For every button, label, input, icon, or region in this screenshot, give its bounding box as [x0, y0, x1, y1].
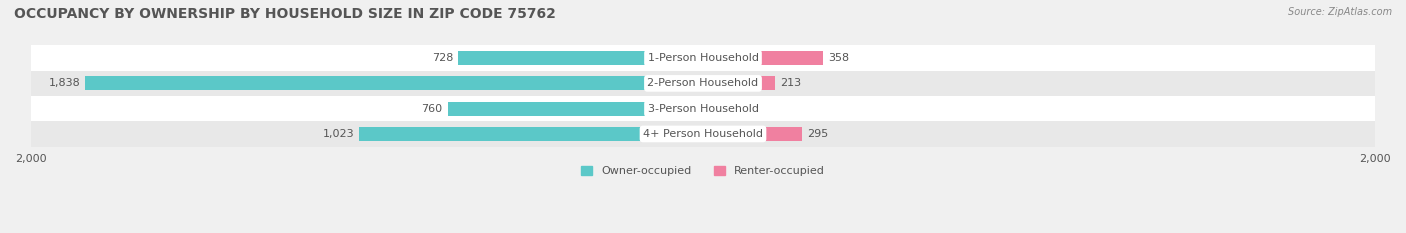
Bar	[703, 127, 803, 141]
Bar	[703, 102, 721, 116]
Bar	[31, 71, 1375, 96]
Text: 1-Person Household: 1-Person Household	[648, 53, 758, 63]
Bar	[703, 51, 824, 65]
Text: 358: 358	[828, 53, 849, 63]
Text: 1,023: 1,023	[322, 129, 354, 139]
Text: 728: 728	[432, 53, 453, 63]
Text: 3-Person Household: 3-Person Household	[648, 104, 758, 114]
Bar	[86, 76, 703, 90]
Bar	[447, 102, 703, 116]
Bar	[31, 96, 1375, 121]
Bar	[31, 121, 1375, 147]
Text: 1,838: 1,838	[48, 78, 80, 88]
Bar	[31, 45, 1375, 71]
Text: 4+ Person Household: 4+ Person Household	[643, 129, 763, 139]
Text: 213: 213	[780, 78, 801, 88]
Bar	[359, 127, 703, 141]
Text: 295: 295	[807, 129, 828, 139]
Legend: Owner-occupied, Renter-occupied: Owner-occupied, Renter-occupied	[576, 162, 830, 181]
Text: 2-Person Household: 2-Person Household	[647, 78, 759, 88]
Text: 760: 760	[422, 104, 443, 114]
Bar	[458, 51, 703, 65]
Bar	[703, 76, 775, 90]
Text: OCCUPANCY BY OWNERSHIP BY HOUSEHOLD SIZE IN ZIP CODE 75762: OCCUPANCY BY OWNERSHIP BY HOUSEHOLD SIZE…	[14, 7, 555, 21]
Text: Source: ZipAtlas.com: Source: ZipAtlas.com	[1288, 7, 1392, 17]
Text: 53: 53	[725, 104, 740, 114]
